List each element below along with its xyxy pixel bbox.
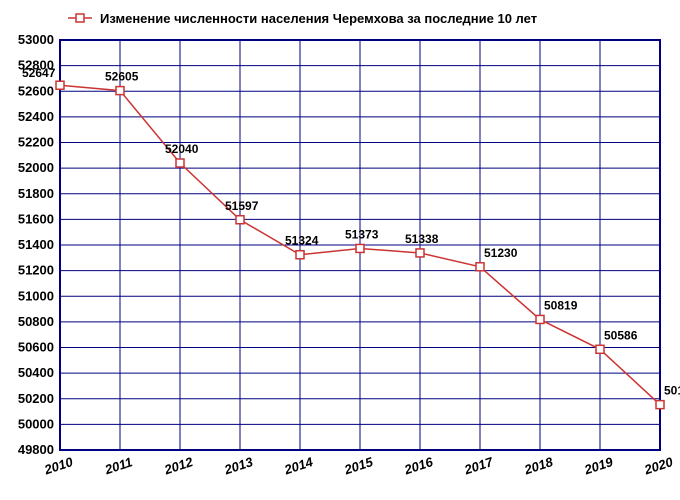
data-label: 52040 bbox=[165, 142, 199, 156]
data-marker bbox=[476, 263, 484, 271]
data-label: 51597 bbox=[225, 199, 259, 213]
y-tick-label: 52000 bbox=[18, 160, 54, 175]
data-label: 51338 bbox=[405, 232, 439, 246]
legend: Изменение численности населения Черемхов… bbox=[68, 11, 537, 26]
legend-label: Изменение численности населения Черемхов… bbox=[100, 11, 537, 26]
data-label: 50154 bbox=[664, 384, 680, 398]
data-marker bbox=[356, 244, 364, 252]
data-markers: 52647 52605 52040 51597 51324 51373 51338 51230… bbox=[22, 66, 680, 408]
x-tick-label: 2012 bbox=[162, 454, 196, 478]
data-label: 51373 bbox=[345, 227, 379, 241]
y-tick-label: 50200 bbox=[18, 391, 54, 406]
y-tick-label: 51000 bbox=[18, 288, 54, 303]
data-marker bbox=[656, 401, 664, 409]
x-tick-label: 2014 bbox=[282, 454, 316, 478]
x-tick-label: 2011 bbox=[102, 454, 134, 477]
y-tick-label: 51400 bbox=[18, 237, 54, 252]
x-tick-label: 2013 bbox=[222, 454, 256, 478]
y-axis-ticks: 49800 50000 50200 50400 50600 50800 51000 51200… bbox=[18, 32, 54, 457]
x-tick-label: 2020 bbox=[642, 454, 676, 478]
y-tick-label: 51800 bbox=[18, 186, 54, 201]
data-label: 50586 bbox=[604, 328, 638, 342]
data-label: 50819 bbox=[544, 298, 578, 312]
data-marker bbox=[536, 315, 544, 323]
data-marker bbox=[116, 87, 124, 95]
x-tick-label: 2016 bbox=[402, 454, 436, 478]
y-tick-label: 50000 bbox=[18, 416, 54, 431]
x-tick-label: 2019 bbox=[582, 454, 616, 478]
data-label: 52647 bbox=[22, 66, 56, 80]
y-tick-label: 50600 bbox=[18, 340, 54, 355]
data-label: 51324 bbox=[285, 234, 319, 248]
x-axis-ticks: 2010 2011 2012 2013 2014 2015 2016 2017 2018 2019… bbox=[42, 454, 676, 478]
y-tick-label: 49800 bbox=[18, 442, 54, 457]
y-tick-label: 51600 bbox=[18, 211, 54, 226]
legend-marker bbox=[76, 14, 84, 22]
data-marker bbox=[416, 249, 424, 257]
y-tick-label: 52600 bbox=[18, 83, 54, 98]
data-marker bbox=[236, 216, 244, 224]
y-tick-label: 52400 bbox=[18, 109, 54, 124]
y-tick-label: 50400 bbox=[18, 365, 54, 380]
data-marker bbox=[596, 345, 604, 353]
x-tick-label: 2015 bbox=[342, 454, 376, 478]
data-label: 52605 bbox=[105, 70, 139, 84]
chart-svg: 49800 50000 50200 50400 50600 50800 51000 51200… bbox=[0, 0, 680, 500]
y-tick-label: 50800 bbox=[18, 314, 54, 329]
data-marker bbox=[296, 251, 304, 259]
y-tick-label: 53000 bbox=[18, 32, 54, 47]
x-tick-label: 2017 bbox=[462, 454, 496, 478]
y-tick-label: 52200 bbox=[18, 135, 54, 150]
population-chart: 49800 50000 50200 50400 50600 50800 51000 51200… bbox=[0, 0, 680, 500]
x-tick-label: 2018 bbox=[522, 454, 556, 478]
data-marker bbox=[56, 81, 64, 89]
data-label: 51230 bbox=[484, 246, 518, 260]
data-marker bbox=[176, 159, 184, 167]
x-tick-label: 2010 bbox=[42, 454, 76, 478]
y-tick-label: 51200 bbox=[18, 263, 54, 278]
